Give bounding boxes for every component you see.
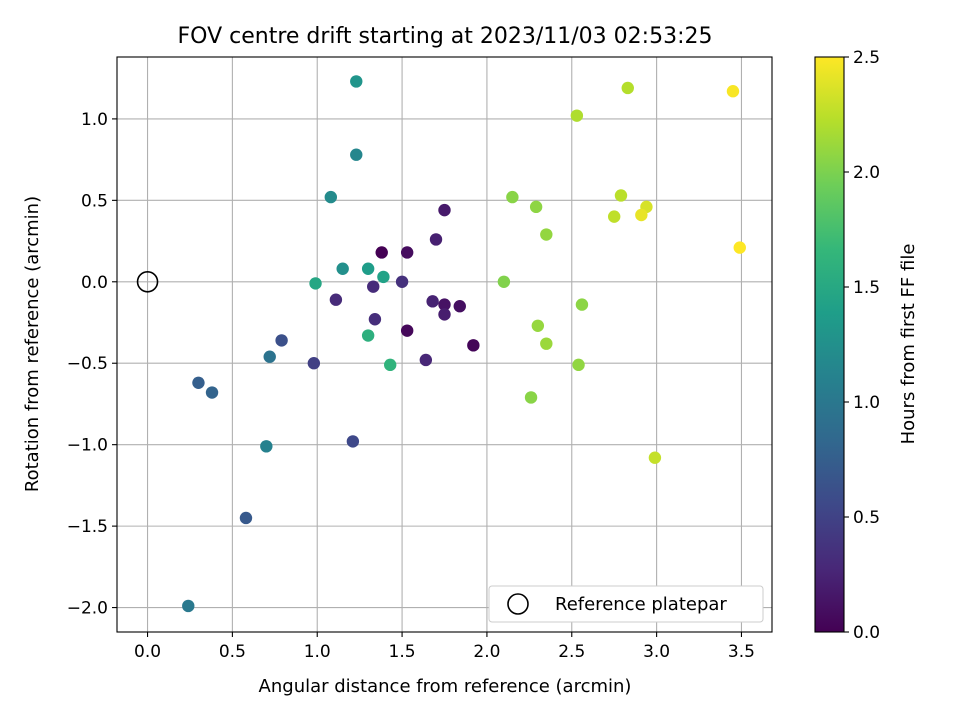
data-point [309,277,322,290]
data-point [239,511,253,525]
chart-title: FOV centre drift starting at 2023/11/03 … [178,24,713,49]
data-point [383,358,397,372]
data-point [426,295,439,308]
data-point [307,357,321,370]
data-point [467,339,480,352]
axes-frame [116,56,773,633]
y-tick-label: 0.5 [81,191,108,211]
data-point [395,275,409,288]
colorbar-tick-label: 1.0 [853,393,880,413]
data-point [400,324,414,337]
x-tick-label: 2.0 [473,642,500,662]
data-point [607,210,621,223]
data-point [621,81,634,95]
x-tick-label: 2.5 [558,642,585,662]
grid-lines [117,57,772,632]
data-point [192,376,205,389]
colorbar-ticks: 0.0 0.5 1.0 1.5 2.0 2.5 [844,48,880,643]
data-point [361,329,375,342]
colorbar-label: Hours from first FF file [898,244,919,445]
data-point [648,451,662,464]
colorbar-tick-label: 0.0 [853,623,880,643]
y-tick-label: −1.5 [67,517,108,537]
x-tick-label: 1.5 [389,642,416,662]
data-point [377,270,390,284]
colorbar: 0.0 0.5 1.0 1.5 2.0 2.5 Hours from first FF f… [814,48,919,643]
data-point [540,228,553,241]
data-point [614,189,628,202]
data-point [375,246,388,259]
data-point [497,275,511,288]
data-point [506,190,519,204]
reference-platepar-marker [136,270,159,293]
data-point [361,262,375,275]
data-point [733,241,746,254]
data-point [524,391,538,404]
y-axis-label: Rotation from reference (arcmin) [22,196,43,492]
x-tick-label: 1.0 [304,642,331,662]
colorbar-tick-label: 2.0 [853,163,880,183]
data-point [205,386,219,399]
y-tick-label: 0.0 [81,273,108,293]
data-point [350,148,363,161]
y-axis-ticks: −2.0 −1.5 −1.0 −0.5 0.0 0.5 1.0 [67,110,117,619]
data-point [350,75,363,88]
legend: Reference platepar [488,585,764,623]
data-point [419,353,433,367]
data-point [570,109,584,122]
y-tick-label: −0.5 [67,354,108,374]
colorbar-tick-label: 1.5 [853,278,880,298]
data-point [324,190,338,204]
data-point [336,262,349,275]
x-tick-label: 3.5 [728,642,755,662]
data-point [429,233,443,246]
x-tick-label: 0.0 [134,642,161,662]
x-tick-label: 0.5 [219,642,246,662]
data-point [572,358,585,372]
data-point [329,293,343,306]
x-axis-ticks: 0.0 0.5 1.0 1.5 2.0 2.5 3.0 3.5 [134,632,755,662]
data-point [263,350,276,363]
legend-box [488,585,764,623]
y-tick-label: −1.0 [67,436,108,456]
data-point [275,334,288,347]
scatter-points [182,75,746,613]
data-point [635,208,648,222]
data-point [400,246,414,259]
data-point [529,200,543,214]
colorbar-tick-label: 0.5 [853,508,880,528]
data-point [438,308,451,321]
data-point [453,300,466,313]
y-tick-label: −2.0 [67,599,108,619]
legend-label: Reference platepar [555,594,727,615]
y-tick-label: 1.0 [81,110,108,130]
data-point [726,85,740,98]
data-point [575,298,589,311]
data-point [438,203,451,217]
colorbar-frame [814,56,845,633]
data-point [540,337,553,350]
data-point [368,313,382,326]
data-point [438,298,451,311]
data-point [260,440,273,453]
data-point [346,435,360,448]
data-point [531,319,545,332]
legend-marker-circle [507,593,529,615]
data-point [182,599,195,613]
colorbar-gradient [815,57,844,632]
x-tick-label: 3.0 [643,642,670,662]
colorbar-tick-label: 2.5 [853,48,880,68]
data-point [367,280,380,293]
x-axis-label: Angular distance from reference (arcmin) [259,676,632,697]
